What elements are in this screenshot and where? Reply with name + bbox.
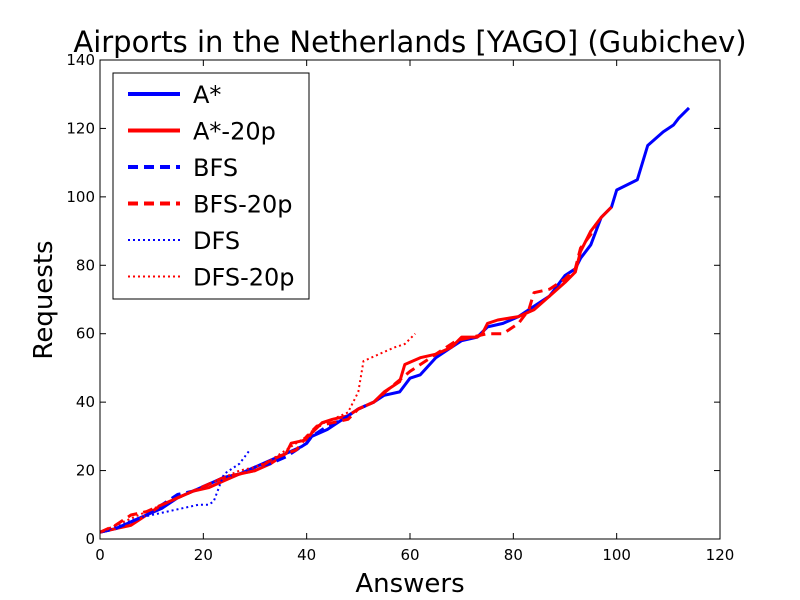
legend-label-2: BFS [193,154,238,182]
legend-label-1: A*-20p [193,118,276,146]
x-tick-label-1: 20 [194,546,213,564]
y-tick-label-5: 100 [66,188,95,206]
y-tick-label-3: 60 [76,325,95,343]
legend-label-5: DFS-20p [193,264,295,292]
ticks-layer: 0 20 40 60 80 100 120 0 20 40 60 80 100 120 140 [66,51,734,564]
series-layer [99,106,691,534]
x-tick-label-2: 40 [297,546,316,564]
y-tick-label-0: 0 [85,530,95,548]
x-tick-label-0: 0 [95,546,105,564]
legend-label-0: A* [193,81,221,109]
chart-title: Airports in the Netherlands [YAGO] (Gubi… [73,25,746,59]
y-axis-title: Requests [29,240,59,359]
y-tick-label-7: 140 [66,51,95,69]
series-line-4 [99,449,251,534]
y-tick-label-1: 20 [76,462,95,480]
x-axis-title: Answers [355,569,464,599]
y-tick-label-4: 80 [76,256,95,274]
legend-box [112,72,310,300]
x-tick-label-5: 100 [602,546,631,564]
x-tick-label-6: 120 [706,546,735,564]
legend-label-3: BFS-20p [193,191,293,219]
series-line-5 [99,332,416,534]
y-tick-label-6: 120 [66,119,95,137]
series-line-2 [99,400,375,534]
series-line-3 [99,223,598,534]
x-tick-label-4: 80 [504,546,523,564]
y-tick-label-2: 40 [76,393,95,411]
legend-label-4: DFS [193,227,240,255]
x-tick-label-3: 60 [400,546,419,564]
legend: A* A*-20p BFS BFS-20p DFS DFS-20p [112,72,310,300]
